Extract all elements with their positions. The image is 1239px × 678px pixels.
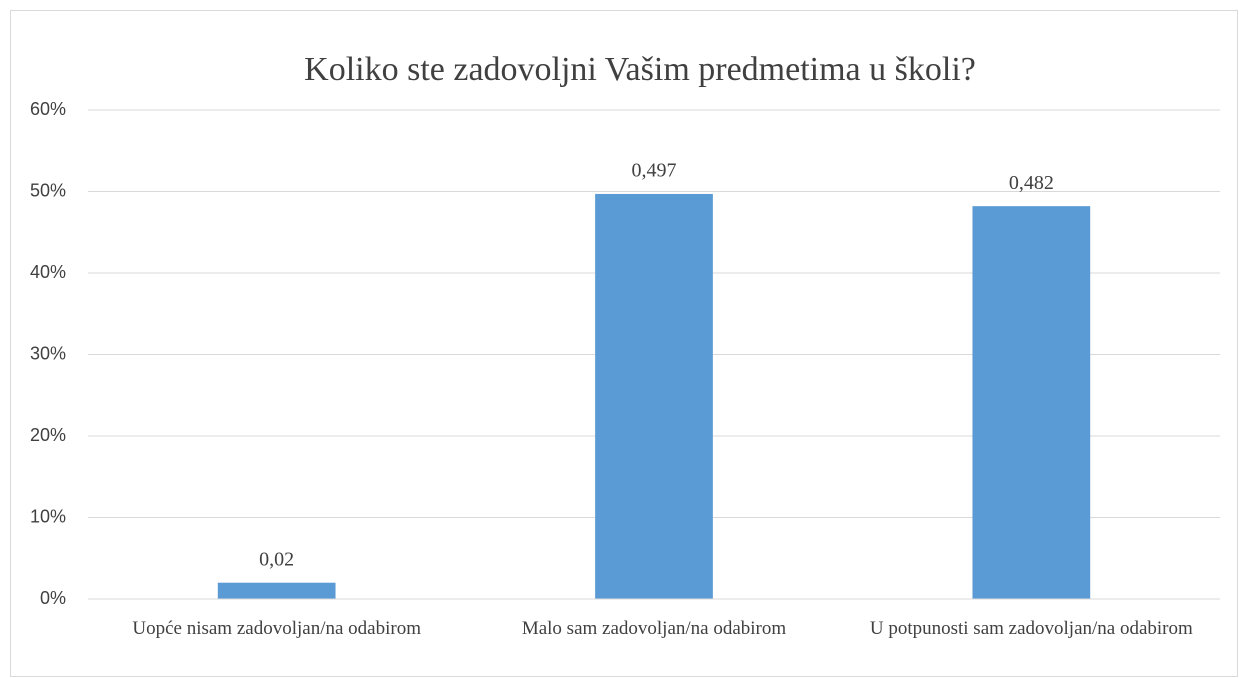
x-tick-label: Uopće nisam zadovoljan/na odabirom	[132, 618, 421, 639]
y-tick-label: 0%	[40, 588, 66, 608]
bar	[217, 582, 336, 599]
bar	[972, 206, 1091, 600]
y-tick-label: 30%	[30, 343, 66, 363]
x-tick-label: U potpunosti sam zadovoljan/na odabirom	[870, 618, 1193, 639]
y-tick-label: 60%	[30, 99, 66, 119]
x-tick-label: Malo sam zadovoljan/na odabirom	[522, 618, 787, 639]
data-label: 0,497	[632, 160, 677, 182]
y-tick-label: 40%	[30, 262, 66, 282]
chart-title: Koliko ste zadovoljni Vašim predmetima u…	[304, 51, 976, 88]
data-label: 0,482	[1009, 172, 1054, 194]
y-tick-label: 20%	[30, 425, 66, 445]
bar	[595, 193, 713, 599]
data-label: 0,02	[259, 548, 294, 570]
y-tick-label: 50%	[30, 180, 66, 200]
y-tick-label: 10%	[30, 506, 66, 526]
